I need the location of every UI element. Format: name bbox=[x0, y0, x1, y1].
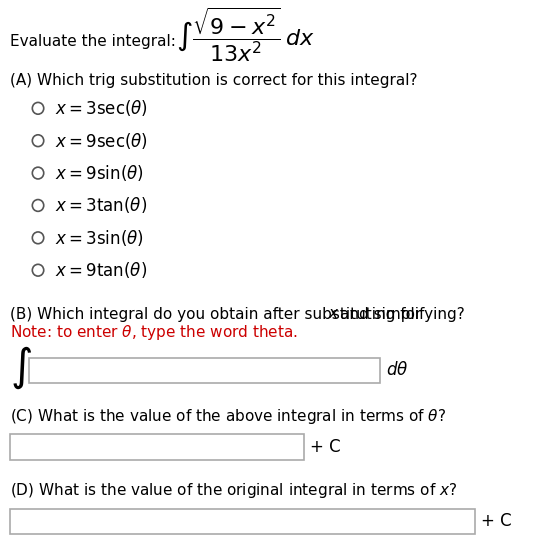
Text: $x = 3\sec(\theta)$: $x = 3\sec(\theta)$ bbox=[55, 98, 148, 118]
Text: $x = 3\sin(\theta)$: $x = 3\sin(\theta)$ bbox=[55, 228, 144, 248]
Text: (C) What is the value of the above integral in terms of $\theta$?: (C) What is the value of the above integ… bbox=[9, 407, 446, 426]
Text: $d\theta$: $d\theta$ bbox=[386, 362, 408, 379]
Text: $x = 9\sin(\theta)$: $x = 9\sin(\theta)$ bbox=[55, 163, 144, 183]
Text: + C: + C bbox=[310, 438, 341, 456]
Text: $x$: $x$ bbox=[328, 307, 339, 321]
Text: and simplifying?: and simplifying? bbox=[341, 307, 465, 322]
Text: $\int \dfrac{\sqrt{9 - x^2}}{13x^2}\,dx$: $\int \dfrac{\sqrt{9 - x^2}}{13x^2}\,dx$ bbox=[176, 5, 315, 64]
Text: $x = 9\tan(\theta)$: $x = 9\tan(\theta)$ bbox=[55, 260, 147, 280]
FancyBboxPatch shape bbox=[9, 434, 304, 460]
Text: $\int$: $\int$ bbox=[9, 344, 31, 391]
Text: (D) What is the value of the original integral in terms of $x$?: (D) What is the value of the original in… bbox=[9, 481, 457, 500]
Text: Evaluate the integral:: Evaluate the integral: bbox=[9, 34, 176, 49]
Text: $x = 9\sec(\theta)$: $x = 9\sec(\theta)$ bbox=[55, 131, 148, 151]
Text: (A) Which trig substitution is correct for this integral?: (A) Which trig substitution is correct f… bbox=[9, 73, 417, 88]
Text: Note: to enter $\theta$, type the word theta.: Note: to enter $\theta$, type the word t… bbox=[9, 322, 298, 341]
Text: $x = 3\tan(\theta)$: $x = 3\tan(\theta)$ bbox=[55, 196, 147, 216]
FancyBboxPatch shape bbox=[29, 358, 380, 383]
FancyBboxPatch shape bbox=[9, 508, 475, 534]
Text: (B) Which integral do you obtain after substituting for: (B) Which integral do you obtain after s… bbox=[9, 307, 421, 322]
Text: + C: + C bbox=[481, 512, 512, 531]
